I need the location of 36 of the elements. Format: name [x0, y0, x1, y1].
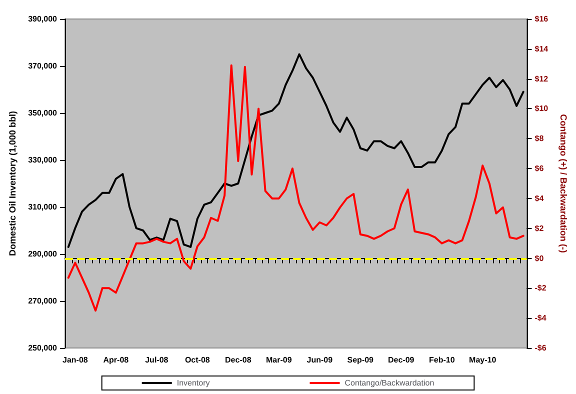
- legend-label: Inventory: [176, 378, 210, 388]
- legend-label: Contango/Backwardation: [344, 378, 434, 388]
- x-tick-label: Jun-09: [306, 356, 334, 364]
- y-tick-label: 330,000: [28, 156, 58, 164]
- y-axis-title: Domestic Oil Inventory (1,000 bbl): [8, 110, 18, 256]
- line-series: [67, 64, 524, 312]
- y-tick-label: 290,000: [28, 250, 58, 258]
- y-tick-label: 310,000: [28, 202, 58, 212]
- y-tick-label: 390,000: [28, 14, 58, 24]
- y2-tick-label: $8: [534, 134, 544, 144]
- x-tick-label: Dec-08: [225, 356, 252, 364]
- y-tick-label: 250,000: [28, 344, 58, 352]
- x-tick-label: Apr-08: [103, 356, 130, 364]
- y2-tick-label: $4: [534, 194, 544, 203]
- y2-tick-label: -$6: [534, 344, 547, 352]
- y2-tick-label: $0: [534, 254, 544, 263]
- y2-tick-label: -$4: [534, 314, 547, 323]
- y2-axis-title: Contango (+) / Backwardation (-): [558, 114, 568, 253]
- y2-tick-label: $16: [534, 14, 549, 24]
- y-tick-label: 270,000: [28, 296, 58, 306]
- x-tick-label: Sep-09: [347, 356, 374, 364]
- y2-tick-label: -$2: [534, 284, 547, 293]
- x-tick-label: Jan-08: [62, 356, 88, 364]
- x-tick-label: Mar-09: [266, 356, 292, 364]
- y2-tick-label: $10: [534, 104, 549, 114]
- x-tick-label: Oct-08: [184, 356, 210, 364]
- y2-tick-label: $6: [534, 164, 544, 174]
- y2-tick-label: $2: [534, 224, 544, 233]
- y-tick-label: 350,000: [28, 108, 58, 118]
- x-tick-label: Feb-10: [428, 356, 456, 364]
- x-tick-label: Jul-08: [145, 356, 169, 364]
- x-tick-label: May-10: [469, 356, 497, 364]
- y-tick-label: 370,000: [28, 62, 58, 70]
- y2-tick-label: $12: [534, 74, 549, 84]
- y2-tick-label: $14: [534, 44, 549, 54]
- x-tick-label: Dec-09: [388, 356, 415, 364]
